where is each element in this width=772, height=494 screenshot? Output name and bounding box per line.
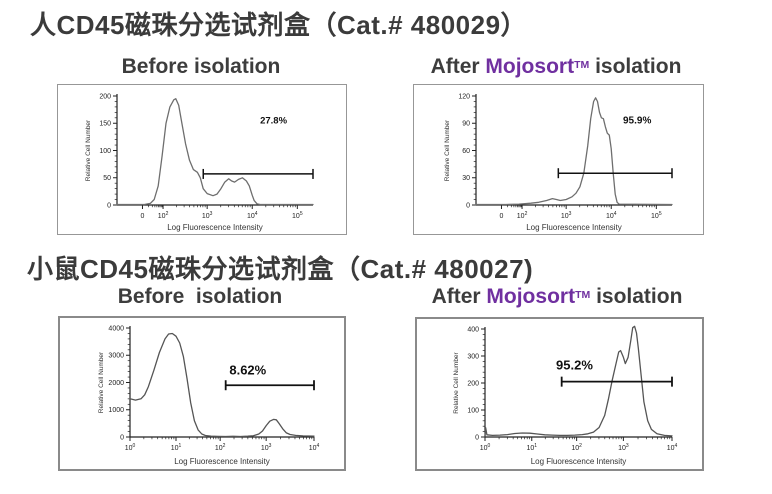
svg-text:100: 100 <box>99 148 111 155</box>
subtitle-human-before: Before isolation <box>121 55 281 78</box>
svg-text:95.9%: 95.9% <box>623 115 651 126</box>
subtitle-mouse-before: Before isolation <box>117 285 283 308</box>
svg-text:30: 30 <box>462 175 470 182</box>
svg-text:120: 120 <box>458 93 470 100</box>
histogram-human-after: 0 30 60 90 120 0 102 103 104 105 Relative Cell Num… <box>444 93 673 232</box>
svg-text:102: 102 <box>571 443 582 452</box>
svg-text:104: 104 <box>667 443 678 452</box>
svg-text:103: 103 <box>202 211 213 220</box>
histogram-human-before: 0 50 100 150 200 0 102 103 104 105 Relative Cell N… <box>85 93 314 232</box>
svg-text:101: 101 <box>171 443 182 452</box>
subtitle-mouse-after: After MojosortTM isolation <box>403 285 711 309</box>
mojosort-brand-text: Mojosort <box>485 55 575 78</box>
svg-text:0: 0 <box>466 202 470 209</box>
svg-text:105: 105 <box>292 211 303 220</box>
svg-text:Log Fluorescence Intensity: Log Fluorescence Intensity <box>531 457 627 466</box>
trademark-superscript: TM <box>575 288 591 301</box>
svg-text:200: 200 <box>99 93 111 100</box>
svg-text:Log Fluorescence Intensity: Log Fluorescence Intensity <box>167 223 263 232</box>
trademark-superscript: TM <box>574 58 590 71</box>
subtitle-human-after: After MojosortTM isolation <box>401 55 711 79</box>
svg-text:Relative Cell Number: Relative Cell Number <box>98 351 105 413</box>
chart-panel-mouse-after: 0 100 200 300 400 100 101 102 103 104 Relative Cel… <box>415 317 704 471</box>
svg-text:102: 102 <box>215 443 226 452</box>
svg-text:101: 101 <box>526 443 537 452</box>
svg-text:103: 103 <box>618 443 629 452</box>
after-label-post: isolation <box>590 285 683 308</box>
after-label-post: isolation <box>589 55 682 78</box>
after-label-pre: After <box>431 285 487 308</box>
svg-text:104: 104 <box>247 211 258 220</box>
svg-text:105: 105 <box>651 211 662 220</box>
svg-text:90: 90 <box>462 121 470 128</box>
svg-text:200: 200 <box>467 380 479 387</box>
svg-text:0: 0 <box>120 434 124 441</box>
svg-text:60: 60 <box>462 148 470 155</box>
svg-text:0: 0 <box>141 213 145 220</box>
svg-text:27.8%: 27.8% <box>260 115 287 126</box>
svg-text:Relative Cell Number: Relative Cell Number <box>85 119 92 181</box>
svg-text:95.2%: 95.2% <box>556 358 593 373</box>
mojosort-brand-text: Mojosort <box>486 285 576 308</box>
svg-text:102: 102 <box>158 211 169 220</box>
svg-text:Relative Cell Number: Relative Cell Number <box>453 351 460 413</box>
svg-text:1000: 1000 <box>108 407 124 414</box>
svg-text:104: 104 <box>605 211 616 220</box>
svg-text:104: 104 <box>309 443 320 452</box>
svg-text:100: 100 <box>480 443 491 452</box>
chart-panel-human-after: 0 30 60 90 120 0 102 103 104 105 Relative Cell Num… <box>413 84 704 235</box>
svg-text:300: 300 <box>467 353 479 360</box>
section-title-mouse-cd45: 小鼠CD45磁珠分选试剂盒（Cat.# 480027) <box>27 254 534 284</box>
svg-text:50: 50 <box>103 175 111 182</box>
histogram-mouse-before: 0 1000 2000 3000 4000 100 101 102 103 104 Relative… <box>98 325 320 466</box>
svg-text:8.62%: 8.62% <box>229 362 266 377</box>
svg-text:3000: 3000 <box>108 353 124 360</box>
chart-panel-mouse-before: 0 1000 2000 3000 4000 100 101 102 103 104 Relative… <box>58 316 346 471</box>
svg-text:0: 0 <box>107 202 111 209</box>
svg-text:Log Fluorescence Intensity: Log Fluorescence Intensity <box>526 223 622 232</box>
section-title-human-cd45: 人CD45磁珠分选试剂盒（Cat.# 480029） <box>30 10 528 40</box>
svg-text:0: 0 <box>475 434 479 441</box>
svg-text:Relative Cell Number: Relative Cell Number <box>444 119 451 181</box>
svg-text:0: 0 <box>499 213 503 220</box>
svg-text:150: 150 <box>99 121 111 128</box>
svg-text:4000: 4000 <box>108 325 124 332</box>
svg-text:Log Fluorescence Intensity: Log Fluorescence Intensity <box>174 457 270 466</box>
svg-text:103: 103 <box>560 211 571 220</box>
svg-text:2000: 2000 <box>108 380 124 387</box>
after-label-pre: After <box>430 55 486 78</box>
svg-text:100: 100 <box>467 407 479 414</box>
svg-text:400: 400 <box>467 326 479 333</box>
chart-panel-human-before: 0 50 100 150 200 0 102 103 104 105 Relative Cell N… <box>57 84 347 235</box>
svg-text:100: 100 <box>125 443 136 452</box>
svg-text:102: 102 <box>516 211 527 220</box>
svg-text:103: 103 <box>261 443 272 452</box>
